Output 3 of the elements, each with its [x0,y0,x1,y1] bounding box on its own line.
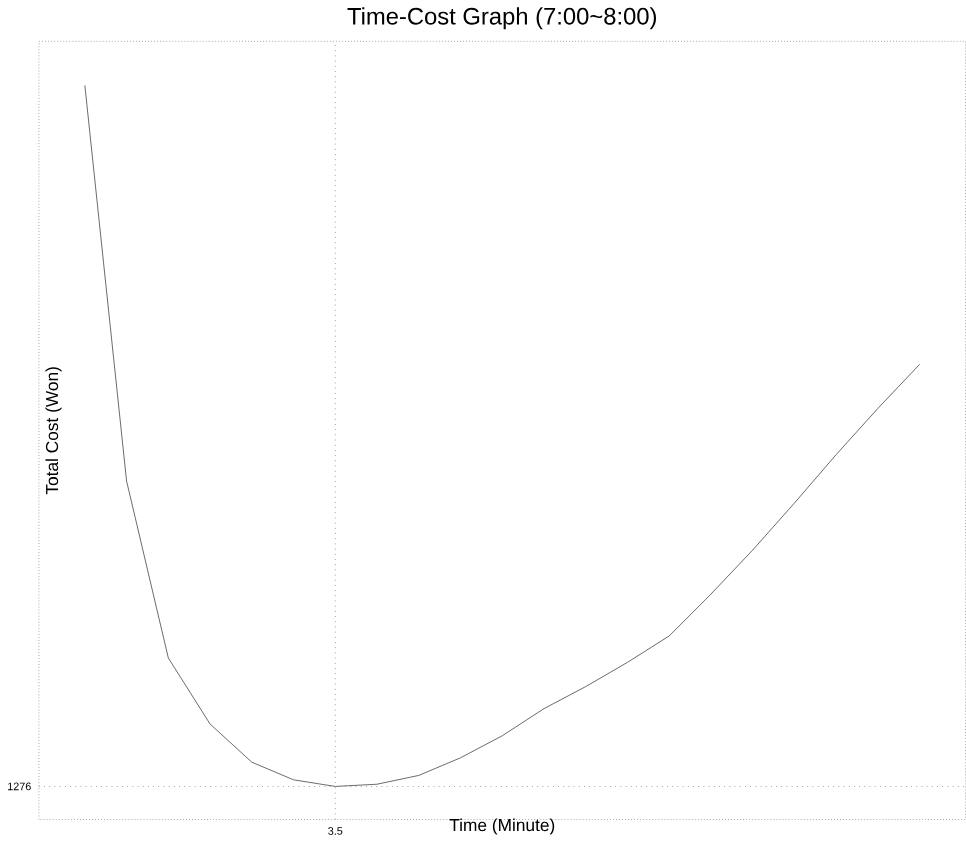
y-axis-title: Total Cost (Won) [45,367,62,495]
chart-title: Time-Cost Graph (7:00~8:00) [347,7,657,30]
x-axis-title: Time (Minute) [449,818,555,835]
